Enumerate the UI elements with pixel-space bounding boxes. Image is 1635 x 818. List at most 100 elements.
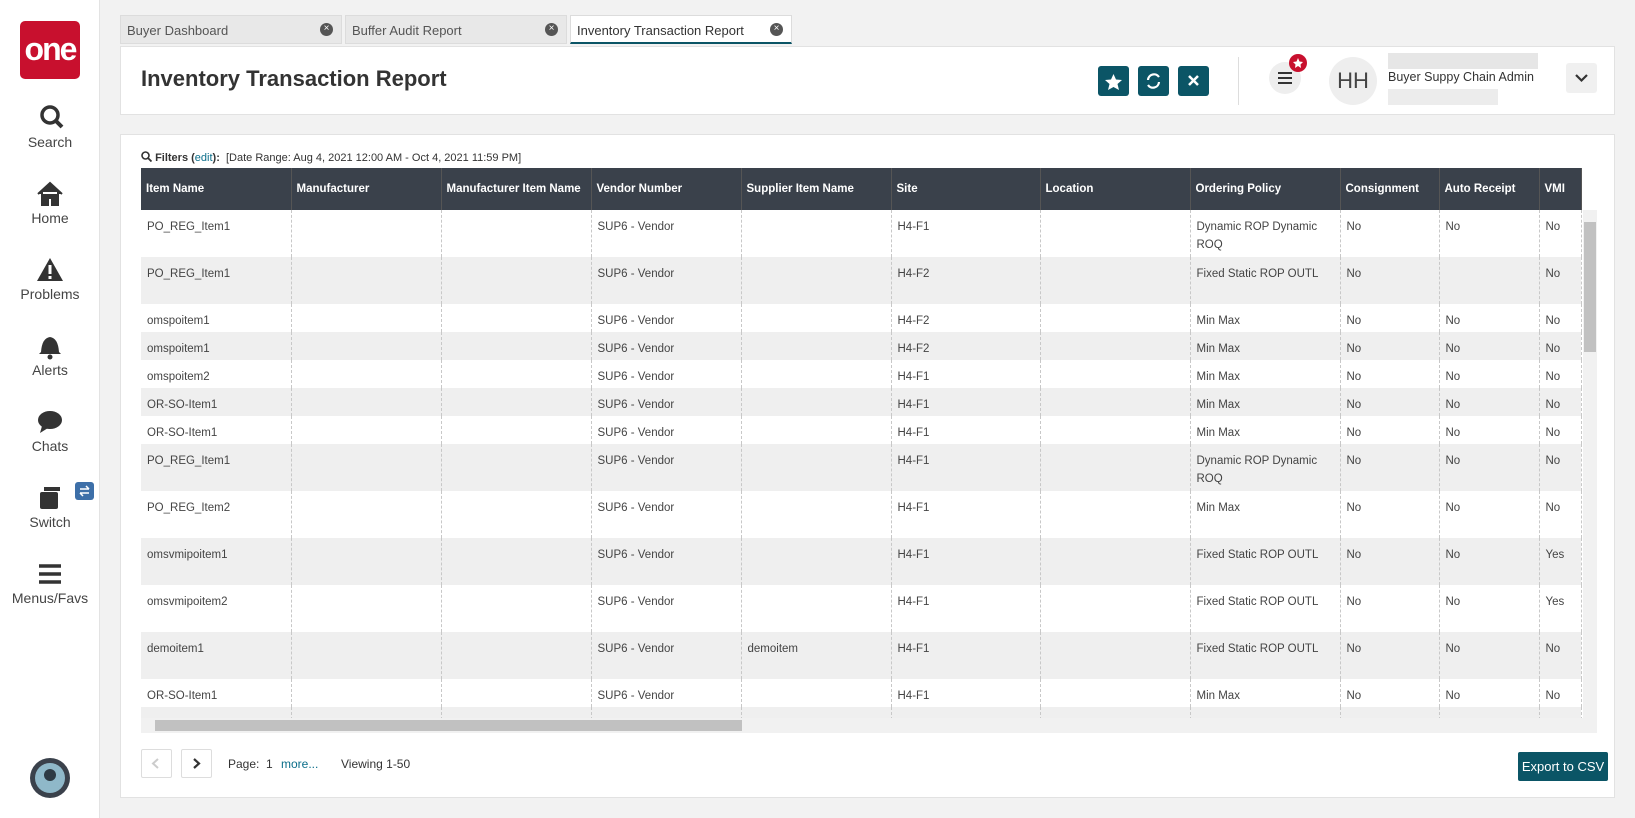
sidebar: one Search Home Problems Alerts Chats Switch M… xyxy=(0,0,100,818)
table-cell xyxy=(1040,679,1191,707)
nav-item[interactable]: Switch xyxy=(0,482,100,530)
table-cell xyxy=(441,585,592,632)
table-cell xyxy=(291,444,442,491)
close-button[interactable] xyxy=(1178,66,1209,96)
table-cell xyxy=(741,257,892,304)
logo[interactable]: one xyxy=(20,21,80,79)
filters-edit-link[interactable]: edit xyxy=(194,152,213,164)
table-cell xyxy=(741,491,892,538)
table-cell xyxy=(291,707,442,718)
nav-item[interactable]: Menus/Favs xyxy=(0,560,100,606)
nav-item[interactable]: Search xyxy=(0,104,100,150)
tab-close[interactable]: × xyxy=(545,23,558,36)
table-cell: Min Max xyxy=(1190,304,1341,332)
column-header[interactable]: Site xyxy=(891,168,1041,210)
column-header[interactable]: Item Name xyxy=(141,168,292,210)
user-avatar[interactable]: HH xyxy=(1329,57,1377,105)
table-row[interactable]: omsvmipoitem2 SUP6 - Vendor H4-F1 Fixed Sta… xyxy=(141,585,1582,632)
column-header[interactable]: Manufacturer xyxy=(291,168,442,210)
avatar-icon[interactable] xyxy=(29,757,71,799)
data-table: Item Name Manufacturer Manufacturer Item N… xyxy=(141,168,1582,718)
table-row[interactable]: PO_REG_Item1 SUP6 - Vendor H4-F1 Dynamic RO… xyxy=(141,444,1582,491)
table-cell xyxy=(291,538,442,585)
tab[interactable]: Buffer Audit Report × xyxy=(345,15,567,44)
table-row[interactable]: OR-SO-Item1 SUP6 - Vendor H4-F1 Min Max No No… xyxy=(141,416,1582,444)
table-cell xyxy=(441,538,592,585)
column-header[interactable]: Consignment xyxy=(1340,168,1440,210)
table-row[interactable]: PO_REG_Item1 SUP6 - Vendor H4-F2 Fixed Stat… xyxy=(141,257,1582,304)
table-cell: Min Max xyxy=(1190,332,1341,360)
table-row[interactable]: OR-SO-Item1 SUP6 - Vendor H4-F1 Min Max No No… xyxy=(141,679,1582,707)
horizontal-scrollbar[interactable] xyxy=(141,718,1597,733)
table-cell xyxy=(291,632,442,679)
more-pages-link[interactable]: more... xyxy=(281,757,319,771)
favorite-button[interactable] xyxy=(1098,66,1129,96)
table-cell xyxy=(741,332,892,360)
table-cell: SUP6 - Vendor xyxy=(591,491,742,538)
table-cell xyxy=(291,210,442,257)
table-cell xyxy=(1040,538,1191,585)
table-row[interactable]: PO_REG_Item1 SUP6 - Vendor H4-F1 Dynamic RO… xyxy=(141,210,1582,257)
table-cell xyxy=(1040,360,1191,388)
table-cell: No xyxy=(1340,444,1440,491)
tab-close[interactable]: × xyxy=(770,23,783,36)
table-cell: SUP6 - Vendor xyxy=(591,332,742,360)
user-menu-toggle[interactable] xyxy=(1566,63,1597,93)
grid: Item Name Manufacturer Manufacturer Item N… xyxy=(141,168,1597,718)
export-csv-button[interactable]: Export to CSV xyxy=(1518,752,1608,781)
column-header[interactable]: Ordering Policy xyxy=(1190,168,1341,210)
nav-item[interactable]: Alerts xyxy=(0,332,100,378)
table-cell: omsvmipoitem1 xyxy=(141,538,292,585)
table-row[interactable]: omspoitem1 SUP6 - Vendor H4-F2 Min Max No No N… xyxy=(141,304,1582,332)
column-header[interactable]: VMI xyxy=(1539,168,1582,210)
tab[interactable]: Buyer Dashboard × xyxy=(120,15,342,44)
table-cell xyxy=(441,444,592,491)
table-cell: Min Max xyxy=(1190,416,1341,444)
column-header[interactable]: Location xyxy=(1040,168,1191,210)
next-page-button[interactable] xyxy=(181,749,212,778)
column-header[interactable]: Supplier Item Name xyxy=(741,168,892,210)
table-cell: H4-F1 xyxy=(891,388,1041,416)
table-cell xyxy=(741,416,892,444)
table-cell: OR-BOItem4 xyxy=(141,707,292,718)
tab[interactable]: Inventory Transaction Report × xyxy=(570,15,792,44)
nav-item[interactable]: Problems xyxy=(0,256,100,302)
table-row[interactable]: OR-SO-Item1 SUP6 - Vendor H4-F1 Min Max No No… xyxy=(141,388,1582,416)
nav-item[interactable]: Home xyxy=(0,180,100,226)
column-header[interactable]: Auto Receipt xyxy=(1439,168,1540,210)
nav-item[interactable]: Chats xyxy=(0,408,100,454)
table-row[interactable]: omspoitem1 SUP6 - Vendor H4-F2 Min Max No No N… xyxy=(141,332,1582,360)
table-row[interactable]: omspoitem2 SUP6 - Vendor H4-F1 Min Max No No N… xyxy=(141,360,1582,388)
nav-label: Switch xyxy=(29,514,71,530)
table-cell: No xyxy=(1439,210,1540,257)
table-cell xyxy=(741,538,892,585)
column-header[interactable]: Vendor Number xyxy=(591,168,742,210)
table-cell: PO_REG_Item1 xyxy=(141,210,292,257)
tab-close[interactable]: × xyxy=(320,23,333,36)
table-cell: No xyxy=(1340,707,1440,718)
table-cell xyxy=(441,707,592,718)
table-cell: Yes xyxy=(1539,538,1582,585)
column-header[interactable]: Manufacturer Item Name xyxy=(441,168,592,210)
table-cell: Fixed Static ROP OUTL xyxy=(1190,257,1341,304)
prev-page-button[interactable] xyxy=(141,749,172,778)
refresh-button[interactable] xyxy=(1138,66,1169,96)
table-row[interactable]: PO_REG_Item2 SUP6 - Vendor H4-F1 Min Max No N… xyxy=(141,491,1582,538)
table-row[interactable]: omsvmipoitem1 SUP6 - Vendor H4-F1 Fixed Sta… xyxy=(141,538,1582,585)
filters-label-end: ): xyxy=(212,152,220,164)
vertical-scrollbar[interactable] xyxy=(1583,210,1597,718)
table-cell: SUP6 - Vendor xyxy=(591,444,742,491)
tab-label: Buyer Dashboard xyxy=(127,23,229,38)
table-row[interactable]: demoitem1 SUP6 - Vendor demoitem H4-F1 Fixed… xyxy=(141,632,1582,679)
table-cell: OR-SO-Item1 xyxy=(141,416,292,444)
table-cell xyxy=(291,332,442,360)
table-cell: No xyxy=(1539,416,1582,444)
table-cell xyxy=(291,257,442,304)
menu-button[interactable] xyxy=(1268,52,1316,96)
table-cell: No xyxy=(1340,585,1440,632)
table-cell: No xyxy=(1439,332,1540,360)
table-cell: No xyxy=(1439,444,1540,491)
page-number: 1 xyxy=(266,757,273,771)
